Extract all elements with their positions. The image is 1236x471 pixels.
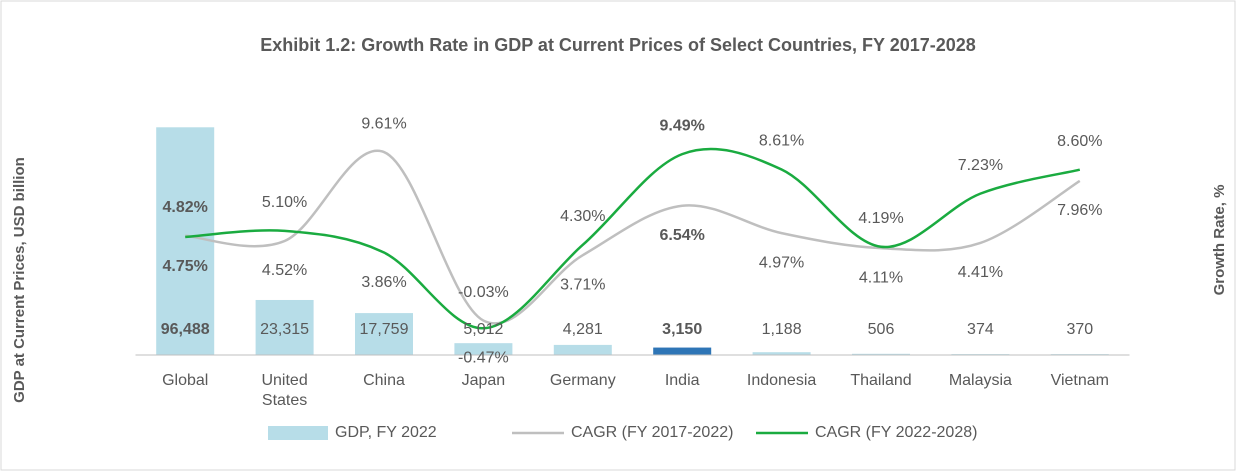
bar bbox=[653, 347, 712, 355]
line-value-label: 7.23% bbox=[958, 157, 1003, 174]
bar bbox=[553, 344, 612, 355]
line-value-label: 4.75% bbox=[163, 258, 208, 275]
bar-value-label: 3,150 bbox=[662, 321, 702, 338]
x-tick-label: Germany bbox=[549, 372, 616, 389]
line-value-label: 6.54% bbox=[660, 227, 705, 244]
line-value-label: 4.82% bbox=[163, 199, 208, 216]
x-tick-label: Indonesia bbox=[746, 372, 817, 389]
bar bbox=[454, 343, 513, 355]
bar bbox=[355, 313, 413, 355]
line-value-label: -0.47% bbox=[458, 349, 509, 366]
bar-value-label: 374 bbox=[967, 321, 994, 338]
bar-value-label: 1,188 bbox=[762, 321, 802, 338]
bar-value-label: 370 bbox=[1066, 321, 1093, 338]
line-value-label: 4.52% bbox=[262, 262, 307, 279]
legend-label: GDP, FY 2022 bbox=[335, 424, 437, 441]
line-value-label: 4.19% bbox=[858, 210, 903, 227]
line-value-label: 3.86% bbox=[361, 274, 406, 291]
x-tick-label: Global bbox=[162, 372, 209, 389]
x-tick-label: India bbox=[664, 372, 700, 389]
chart-title: Exhibit 1.2: Growth Rate in GDP at Curre… bbox=[260, 35, 976, 55]
line-value-label: 9.61% bbox=[361, 115, 406, 132]
bar-value-label: 96,488 bbox=[161, 321, 210, 338]
line-value-label: 8.61% bbox=[759, 133, 804, 150]
bar-value-label: 17,759 bbox=[360, 321, 409, 338]
x-tick-label: Thailand bbox=[850, 372, 912, 389]
legend-label: CAGR (FY 2017-2022) bbox=[571, 424, 733, 441]
line-value-label: 4.97% bbox=[759, 254, 804, 271]
line-value-label: 4.30% bbox=[560, 208, 605, 225]
legend-label: CAGR (FY 2022-2028) bbox=[815, 424, 977, 441]
line-value-label: 9.49% bbox=[660, 117, 705, 134]
y-axis-title: GDP at Current Prices, USD billion bbox=[11, 157, 28, 403]
bar-value-label: 506 bbox=[868, 321, 895, 338]
x-tick-label: China bbox=[363, 372, 405, 389]
line-value-label: 5.10% bbox=[262, 194, 307, 211]
legend-swatch bbox=[268, 426, 328, 440]
x-tick-label: Japan bbox=[461, 372, 506, 389]
line-value-label: 4.11% bbox=[859, 269, 903, 286]
bar bbox=[752, 352, 811, 355]
x-tick-label: United States bbox=[261, 372, 308, 409]
line bbox=[185, 147, 1081, 330]
bar bbox=[852, 353, 910, 355]
bar bbox=[156, 127, 215, 355]
line-value-label: 7.96% bbox=[1057, 202, 1102, 219]
bar-value-label: 4,281 bbox=[563, 321, 603, 338]
x-tick-label: Vietnam bbox=[1050, 372, 1109, 389]
y2-axis-title: Growth Rate, % bbox=[1211, 185, 1228, 296]
line bbox=[185, 149, 1081, 325]
x-tick-label: Malaysia bbox=[948, 372, 1012, 389]
line-value-label: 8.60% bbox=[1057, 133, 1102, 150]
bar-value-label: 5,012 bbox=[463, 321, 503, 338]
line-value-label: 4.41% bbox=[958, 264, 1003, 281]
line-value-label: -0.03% bbox=[458, 284, 509, 301]
line-value-label: 3.71% bbox=[560, 276, 605, 293]
bar bbox=[255, 299, 314, 355]
bar-value-label: 23,315 bbox=[260, 321, 309, 338]
